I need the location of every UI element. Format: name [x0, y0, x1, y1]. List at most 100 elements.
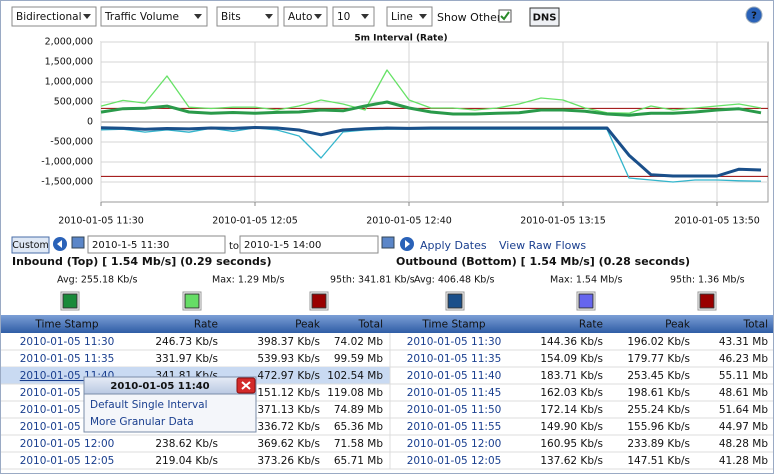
dropdown-arrow — [314, 14, 322, 19]
table-cell: 336.72 Kb/s — [257, 421, 320, 433]
table-cell: 74.02 Mb — [334, 336, 383, 348]
timestamp-link[interactable]: 2010-01-05 12:00 — [407, 438, 502, 450]
table-cell: 119.08 Mb — [327, 387, 383, 399]
stat-value: Avg: 255.18 Kb/s — [57, 275, 138, 286]
table-cell: 196.02 Kb/s — [627, 336, 690, 348]
custom-label: Custom — [12, 240, 48, 251]
table-cell: 55.11 Mb — [719, 370, 768, 382]
popup-item[interactable]: Default Single Interval — [90, 399, 208, 411]
help-label: ? — [751, 11, 757, 22]
timestamp-link[interactable]: 2010-01-05 11:40 — [407, 370, 502, 382]
custom-button[interactable] — [11, 236, 50, 254]
dropdown[interactable] — [386, 6, 433, 27]
dropdown-label: Bidirectional — [16, 11, 82, 23]
table-cell: 179.77 Kb/s — [627, 353, 690, 365]
table-cell: 238.62 Kb/s — [155, 438, 218, 450]
x-tick-label: 2010-01-05 11:30 — [58, 216, 144, 227]
timestamp-link[interactable]: 2010-01-05 11:30 — [407, 336, 502, 348]
series-line — [100, 69, 762, 114]
help-icon[interactable] — [745, 6, 763, 24]
table-cell: 102.54 Mb — [327, 370, 383, 382]
close-x — [241, 381, 251, 390]
table-cell: 331.97 Kb/s — [155, 353, 218, 365]
table-cell: 65.36 Mb — [334, 421, 383, 433]
table-cell: 155.96 Kb/s — [627, 421, 690, 433]
table-cell: 162.03 Kb/s — [540, 387, 603, 399]
y-tick-label: 1,000,000 — [45, 77, 93, 88]
table-cell: 48.28 Mb — [719, 438, 768, 450]
dropdown-arrow — [83, 14, 91, 19]
dropdown-label: Line — [391, 11, 413, 23]
table-cell: 233.89 Kb/s — [627, 438, 690, 450]
dropdown-arrow — [194, 14, 202, 19]
to-input[interactable] — [239, 235, 379, 254]
table-cell: 44.97 Mb — [719, 421, 768, 433]
table-cell: 539.93 Kb/s — [257, 353, 320, 365]
table-cell: 198.61 Kb/s — [627, 387, 690, 399]
column-header[interactable]: Total — [742, 319, 768, 331]
popup-titlebar — [83, 376, 257, 395]
swatch — [699, 293, 715, 309]
table-cell: 71.58 Mb — [334, 438, 383, 450]
timestamp-link[interactable]: 2010-01-05 12:05 — [407, 455, 502, 467]
table-cell: 172.14 Kb/s — [540, 404, 603, 416]
dropdown-label: 10 — [337, 11, 350, 23]
y-tick-label: 500,000 — [54, 97, 93, 108]
table-cell: 147.51 Kb/s — [627, 455, 690, 467]
calendar-icon[interactable] — [381, 236, 395, 249]
dropdown[interactable] — [332, 6, 375, 27]
timestamp-link[interactable]: 2010-01-05 11:35 — [407, 353, 502, 365]
table-cell: 472.97 Kb/s — [257, 370, 320, 382]
timestamp-link[interactable]: 2010-01-05 11:55 — [407, 421, 502, 433]
table-header — [1, 315, 773, 333]
column-header[interactable]: Peak — [665, 319, 691, 331]
dropdown[interactable] — [100, 6, 208, 27]
from-input[interactable] — [87, 235, 226, 254]
timestamp-link[interactable]: 2010-01-05 11:45 — [407, 387, 502, 399]
y-tick-label: -1,000,000 — [41, 157, 93, 168]
table-cell: 48.61 Mb — [719, 387, 768, 399]
table-cell: 65.71 Mb — [334, 455, 383, 467]
table-cell: 253.45 Kb/s — [627, 370, 690, 382]
stat-value: 95th: 1.36 Mb/s — [670, 275, 745, 286]
table-cell: 398.37 Kb/s — [257, 336, 320, 348]
dns-button[interactable] — [529, 7, 560, 27]
timestamp-link[interactable]: 2010-01-05 12:05 — [20, 455, 115, 467]
table-cell: 41.28 Mb — [719, 455, 768, 467]
table-cell: 160.95 Kb/s — [540, 438, 603, 450]
calendar-icon[interactable] — [71, 236, 85, 249]
column-header[interactable]: Peak — [295, 319, 321, 331]
stat-value: Max: 1.54 Mb/s — [550, 275, 622, 286]
column-header[interactable]: Rate — [194, 319, 218, 331]
dropdown[interactable] — [11, 6, 97, 27]
column-header[interactable]: Time Stamp — [34, 319, 98, 331]
next-arrow — [405, 240, 410, 248]
content: Bidirectional Traffic Volume Bits Auto 10 Lin… — [1, 6, 773, 470]
table-cell: 149.90 Kb/s — [540, 421, 603, 433]
to-value: 2010-1-5 14:00 — [244, 240, 321, 251]
dropdown[interactable] — [283, 6, 328, 27]
swatch — [447, 293, 463, 309]
popup-item[interactable]: More Granular Data — [90, 416, 194, 428]
series-line — [100, 100, 762, 117]
apply-dates-link[interactable]: Apply Dates — [420, 239, 487, 252]
raw-flows-link[interactable]: View Raw Flows — [499, 239, 586, 252]
y-tick-label: 2,000,000 — [45, 37, 93, 48]
table-cell: 99.59 Mb — [334, 353, 383, 365]
column-header[interactable]: Rate — [579, 319, 603, 331]
column-header[interactable]: Time Stamp — [421, 319, 485, 331]
dropdown-arrow — [419, 14, 427, 19]
table-cell: 144.36 Kb/s — [540, 336, 603, 348]
column-header[interactable]: Total — [357, 319, 383, 331]
timestamp-link[interactable]: 2010-01-05 12:00 — [20, 438, 115, 450]
timestamp-link[interactable]: 2010-01-05 11:35 — [20, 353, 115, 365]
timestamp-link[interactable]: 2010-01-05 11:50 — [407, 404, 502, 416]
dropdown-label: Bits — [221, 11, 241, 23]
x-tick-label: 2010-01-05 12:40 — [366, 216, 452, 227]
timestamp-link[interactable]: 2010-01-05 11:30 — [20, 336, 115, 348]
dropdown[interactable] — [216, 6, 279, 27]
table-cell: 1151.12 Kb/s — [251, 387, 320, 399]
table-cell: 137.62 Kb/s — [540, 455, 603, 467]
